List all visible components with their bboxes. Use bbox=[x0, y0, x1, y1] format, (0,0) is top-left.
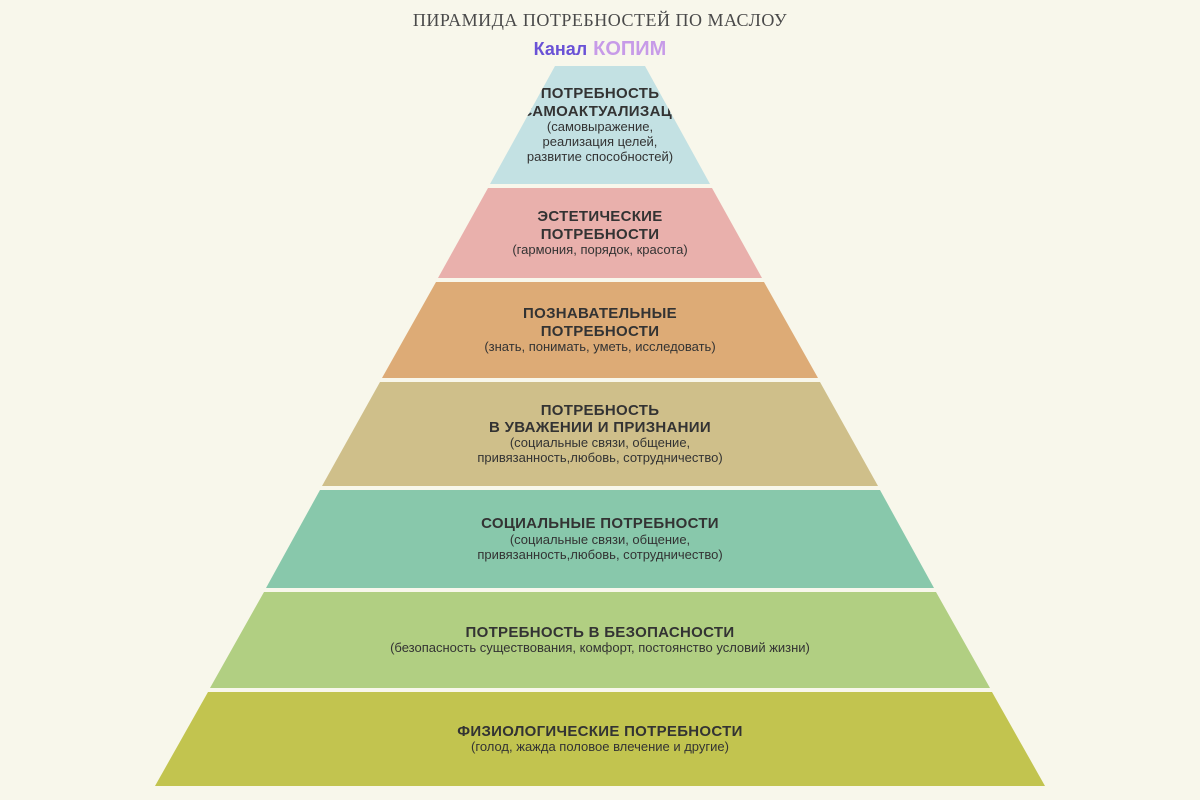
level-heading: СОЦИАЛЬНЫЕ ПОТРЕБНОСТИ bbox=[481, 515, 719, 532]
pyramid-level-cognitive: ПОЗНАВАТЕЛЬНЫЕПОТРЕБНОСТИ(знать, понимат… bbox=[382, 282, 818, 378]
level-desc: (безопасность существования, комфорт, по… bbox=[390, 641, 810, 656]
pyramid-level-physiological: ФИЗИОЛОГИЧЕСКИЕ ПОТРЕБНОСТИ(голод, жажда… bbox=[155, 692, 1045, 786]
level-desc: (гармония, порядок, красота) bbox=[512, 243, 687, 258]
level-desc: (социальные связи, общение,привязанность… bbox=[477, 533, 722, 563]
level-heading: ЭСТЕТИЧЕСКИЕПОТРЕБНОСТИ bbox=[537, 208, 662, 243]
level-desc: (знать, понимать, уметь, исследовать) bbox=[484, 340, 715, 355]
pyramid-level-aesthetic: ЭСТЕТИЧЕСКИЕПОТРЕБНОСТИ(гармония, порядо… bbox=[438, 188, 762, 278]
level-desc: (голод, жажда половое влечение и другие) bbox=[471, 740, 729, 755]
level-heading: ПОЗНАВАТЕЛЬНЫЕПОТРЕБНОСТИ bbox=[523, 305, 677, 340]
level-heading: ПОТРЕБНОСТЬВ УВАЖЕНИИ И ПРИЗНАНИИ bbox=[489, 402, 711, 437]
pyramid-level-esteem: ПОТРЕБНОСТЬВ УВАЖЕНИИ И ПРИЗНАНИИ(социал… bbox=[322, 382, 878, 486]
subtitle-part2: КОПИМ bbox=[593, 38, 666, 60]
subtitle-part1: Канал bbox=[534, 39, 588, 59]
canvas: ПИРАМИДА ПОТРЕБНОСТЕЙ ПО МАСЛОУ КаналКОП… bbox=[0, 0, 1200, 800]
page-title: ПИРАМИДА ПОТРЕБНОСТЕЙ ПО МАСЛОУ bbox=[0, 10, 1200, 31]
pyramid-level-social: СОЦИАЛЬНЫЕ ПОТРЕБНОСТИ(социальные связи,… bbox=[266, 490, 934, 588]
level-desc: (социальные связи, общение,привязанность… bbox=[477, 436, 722, 466]
pyramid-level-self-actualization: ПОТРЕБНОСТЬВ САМОАКТУАЛИЗАЦИИ(самовыраже… bbox=[490, 66, 710, 184]
level-heading: ФИЗИОЛОГИЧЕСКИЕ ПОТРЕБНОСТИ bbox=[457, 723, 742, 740]
level-desc: (самовыражение,реализация целей,развитие… bbox=[527, 120, 673, 165]
level-heading: ПОТРЕБНОСТЬ В БЕЗОПАСНОСТИ bbox=[466, 624, 735, 641]
subtitle: КаналКОПИМ bbox=[0, 38, 1200, 61]
pyramid-level-safety: ПОТРЕБНОСТЬ В БЕЗОПАСНОСТИ(безопасность … bbox=[210, 592, 990, 688]
level-heading: ПОТРЕБНОСТЬВ САМОАКТУАЛИЗАЦИИ bbox=[506, 85, 694, 120]
